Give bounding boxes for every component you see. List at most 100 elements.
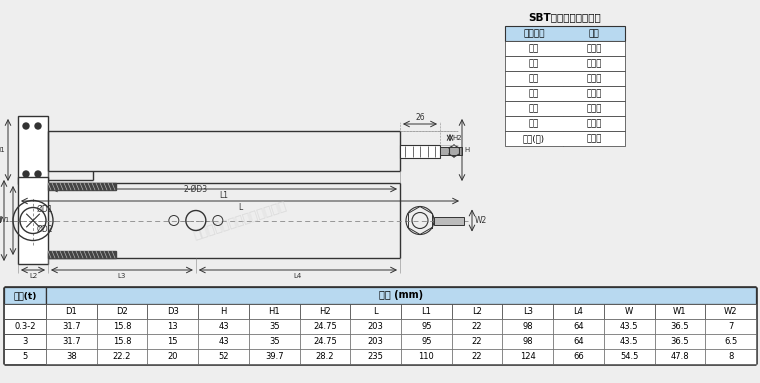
Bar — [502, 349, 553, 364]
Bar — [48, 251, 116, 258]
Bar — [249, 349, 299, 364]
Bar — [46, 287, 756, 304]
Bar — [505, 86, 625, 101]
Text: 95: 95 — [421, 337, 432, 346]
Text: H1: H1 — [268, 307, 280, 316]
Bar — [553, 349, 604, 364]
Bar — [401, 349, 451, 364]
Bar — [705, 349, 756, 364]
Bar — [350, 319, 401, 334]
Bar — [451, 319, 502, 334]
Text: 64: 64 — [573, 337, 584, 346]
Bar — [198, 319, 249, 334]
Text: 15.8: 15.8 — [112, 322, 131, 331]
Text: 15.8: 15.8 — [112, 337, 131, 346]
Bar — [654, 319, 705, 334]
Text: 36.5: 36.5 — [670, 337, 689, 346]
Text: 绿色: 绿色 — [529, 44, 539, 53]
Text: 38: 38 — [66, 352, 77, 361]
Bar — [505, 101, 625, 116]
Text: W2: W2 — [474, 216, 486, 225]
Bar — [440, 147, 462, 155]
Text: 203: 203 — [368, 322, 384, 331]
Text: 7: 7 — [728, 322, 733, 331]
Text: 22: 22 — [472, 337, 483, 346]
Text: H1: H1 — [0, 147, 5, 153]
Bar — [705, 334, 756, 349]
Text: 容量(t): 容量(t) — [14, 291, 36, 300]
Text: 22: 22 — [472, 322, 483, 331]
Text: 正反馈: 正反馈 — [586, 74, 602, 83]
Text: H: H — [220, 307, 226, 316]
Text: 15: 15 — [167, 337, 178, 346]
Bar — [654, 334, 705, 349]
Text: SBT传感器电缆线色标: SBT传感器电缆线色标 — [529, 12, 601, 22]
Bar — [505, 41, 625, 56]
Circle shape — [35, 171, 41, 177]
Bar — [654, 349, 705, 364]
Text: 8: 8 — [728, 352, 733, 361]
Text: W: W — [0, 216, 2, 225]
Bar — [451, 349, 502, 364]
Text: L3: L3 — [523, 307, 533, 316]
Bar — [705, 304, 756, 319]
Text: 3: 3 — [22, 337, 27, 346]
Text: 52: 52 — [218, 352, 229, 361]
Bar — [46, 349, 97, 364]
Bar — [4, 349, 46, 364]
Text: 54.5: 54.5 — [620, 352, 638, 361]
Text: H2: H2 — [319, 307, 331, 316]
Text: L: L — [373, 307, 378, 316]
Text: 正信号: 正信号 — [586, 104, 602, 113]
Text: L4: L4 — [294, 272, 302, 278]
Text: 广州双鑫自动化科技有限公司: 广州双鑫自动化科技有限公司 — [192, 200, 288, 242]
Bar — [4, 319, 46, 334]
Bar — [198, 349, 249, 364]
Text: 64: 64 — [573, 322, 584, 331]
Bar — [604, 349, 654, 364]
Text: 黑色: 黑色 — [529, 59, 539, 68]
Bar — [505, 26, 625, 41]
Text: H2: H2 — [452, 135, 462, 141]
Bar — [350, 334, 401, 349]
Bar — [147, 334, 198, 349]
Text: 36.5: 36.5 — [670, 322, 689, 331]
Bar — [505, 131, 625, 146]
Text: L4: L4 — [574, 307, 584, 316]
Text: W: W — [625, 307, 633, 316]
Text: W: W — [0, 216, 2, 225]
Bar — [505, 71, 625, 86]
Text: 235: 235 — [368, 352, 384, 361]
Bar — [451, 334, 502, 349]
Bar — [434, 216, 464, 224]
Bar — [502, 304, 553, 319]
Bar — [249, 334, 299, 349]
Bar — [147, 349, 198, 364]
Bar — [46, 334, 97, 349]
Text: 24.75: 24.75 — [313, 337, 337, 346]
Text: 98: 98 — [522, 322, 533, 331]
Text: 43: 43 — [218, 322, 229, 331]
Bar — [18, 177, 48, 264]
Text: 22.2: 22.2 — [113, 352, 131, 361]
Bar — [299, 334, 350, 349]
Bar — [4, 304, 46, 319]
Text: W1: W1 — [673, 307, 687, 316]
Text: 31.7: 31.7 — [62, 337, 81, 346]
Bar — [604, 319, 654, 334]
Text: 20: 20 — [167, 352, 178, 361]
Bar — [401, 304, 451, 319]
Bar — [400, 144, 440, 157]
Bar — [451, 304, 502, 319]
Bar — [198, 334, 249, 349]
Text: 22: 22 — [472, 352, 483, 361]
Text: 负信号: 负信号 — [586, 119, 602, 128]
Bar — [97, 349, 147, 364]
Bar — [350, 304, 401, 319]
Text: 尺寸 (mm): 尺寸 (mm) — [379, 290, 423, 301]
Text: 124: 124 — [520, 352, 536, 361]
Bar — [46, 319, 97, 334]
Text: 定义: 定义 — [589, 29, 600, 38]
Bar — [553, 334, 604, 349]
Text: D3: D3 — [167, 307, 179, 316]
